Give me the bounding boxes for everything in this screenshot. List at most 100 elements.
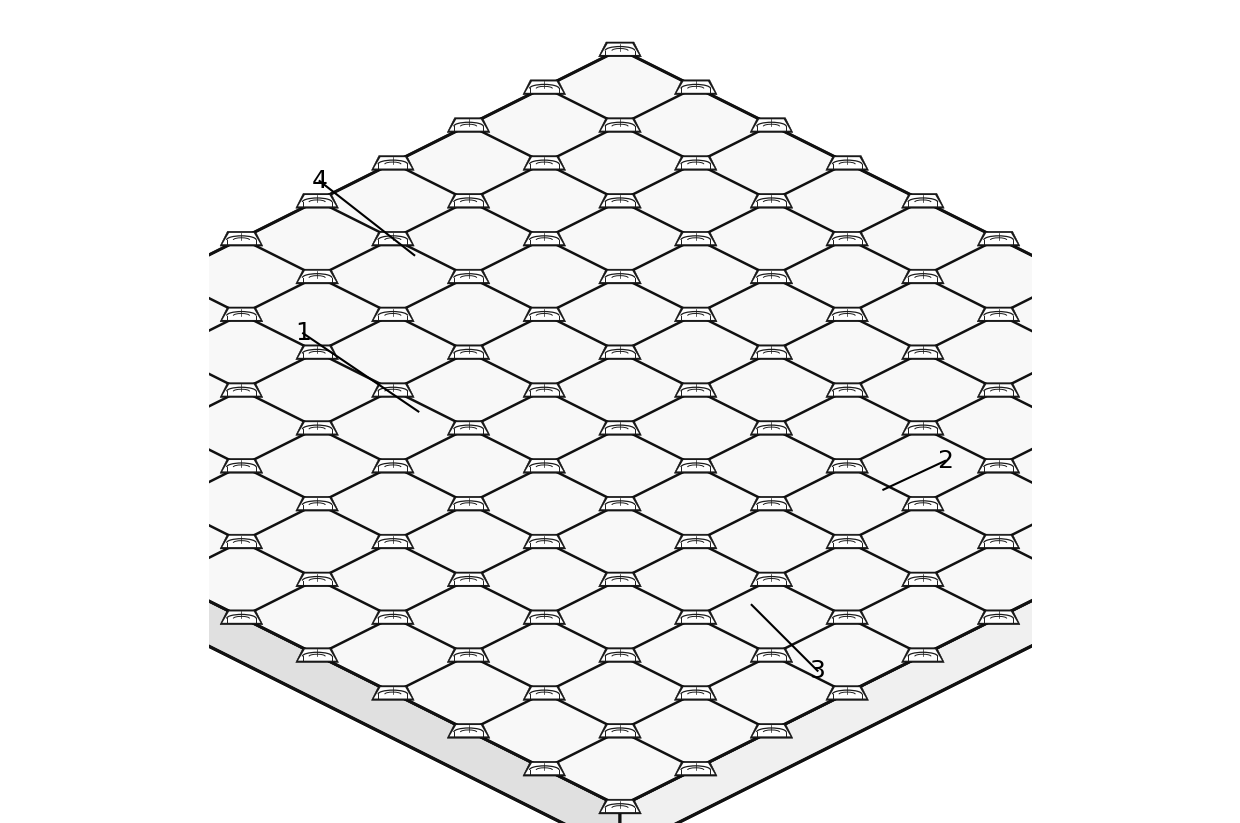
Polygon shape [219,610,263,625]
Polygon shape [219,458,263,473]
Polygon shape [901,421,945,435]
Polygon shape [1204,496,1240,511]
Polygon shape [826,610,868,625]
Polygon shape [449,574,487,585]
Polygon shape [828,309,867,320]
Polygon shape [71,309,109,320]
Polygon shape [980,309,1018,320]
Polygon shape [449,271,487,282]
Polygon shape [71,460,109,472]
Polygon shape [1055,346,1094,358]
Polygon shape [828,157,867,169]
Polygon shape [599,648,641,663]
Polygon shape [222,536,260,547]
Polygon shape [677,536,714,547]
Polygon shape [828,687,867,699]
Polygon shape [68,307,112,322]
Polygon shape [620,428,1240,823]
Polygon shape [372,383,414,398]
Polygon shape [826,458,868,473]
Polygon shape [599,193,641,208]
Polygon shape [222,309,260,320]
Polygon shape [144,345,187,360]
Polygon shape [1053,421,1096,435]
Polygon shape [675,307,717,322]
Polygon shape [1053,269,1096,284]
Polygon shape [295,269,339,284]
Polygon shape [750,496,792,511]
Polygon shape [904,574,942,585]
Polygon shape [599,345,641,360]
Polygon shape [146,422,185,434]
Polygon shape [1131,384,1169,396]
Polygon shape [523,80,565,95]
Text: 4: 4 [311,169,327,193]
Polygon shape [146,271,185,282]
Text: 3: 3 [810,658,826,683]
Polygon shape [523,761,565,776]
Polygon shape [826,686,868,700]
Polygon shape [1055,574,1094,585]
Polygon shape [298,195,336,207]
Polygon shape [599,421,641,435]
Polygon shape [601,195,639,207]
Polygon shape [372,610,414,625]
Polygon shape [0,498,33,509]
Polygon shape [219,231,263,246]
Polygon shape [526,536,563,547]
Polygon shape [146,346,185,358]
Polygon shape [298,346,336,358]
Polygon shape [599,572,641,587]
Polygon shape [750,648,792,663]
Polygon shape [599,269,641,284]
Polygon shape [1204,421,1240,435]
Polygon shape [448,496,490,511]
Polygon shape [0,428,620,823]
Polygon shape [675,458,717,473]
Polygon shape [753,346,791,358]
Polygon shape [144,269,187,284]
Polygon shape [677,460,714,472]
Polygon shape [526,81,563,93]
Polygon shape [295,496,339,511]
Polygon shape [977,610,1021,625]
Polygon shape [448,648,490,663]
Polygon shape [599,42,641,57]
Polygon shape [901,496,945,511]
Polygon shape [373,460,412,472]
Polygon shape [980,384,1018,396]
Polygon shape [675,231,717,246]
Polygon shape [448,723,490,738]
Polygon shape [71,536,109,547]
Polygon shape [675,534,717,549]
Polygon shape [901,648,945,663]
Polygon shape [222,384,260,396]
Polygon shape [449,119,487,131]
Polygon shape [826,534,868,549]
Polygon shape [980,536,1018,547]
Polygon shape [1128,458,1172,473]
Polygon shape [144,421,187,435]
Polygon shape [298,422,336,434]
Polygon shape [977,534,1021,549]
Polygon shape [675,80,717,95]
Polygon shape [526,460,563,472]
Polygon shape [904,271,942,282]
Polygon shape [750,269,792,284]
Polygon shape [1053,496,1096,511]
Polygon shape [448,572,490,587]
Polygon shape [677,687,714,699]
Polygon shape [146,574,185,585]
Polygon shape [750,421,792,435]
Polygon shape [0,49,1240,807]
Polygon shape [526,157,563,169]
Polygon shape [601,574,639,585]
Polygon shape [1053,572,1096,587]
Polygon shape [675,610,717,625]
Polygon shape [0,346,33,358]
Polygon shape [977,383,1021,398]
Polygon shape [599,799,641,814]
Polygon shape [677,157,714,169]
Polygon shape [750,572,792,587]
Polygon shape [523,156,565,170]
